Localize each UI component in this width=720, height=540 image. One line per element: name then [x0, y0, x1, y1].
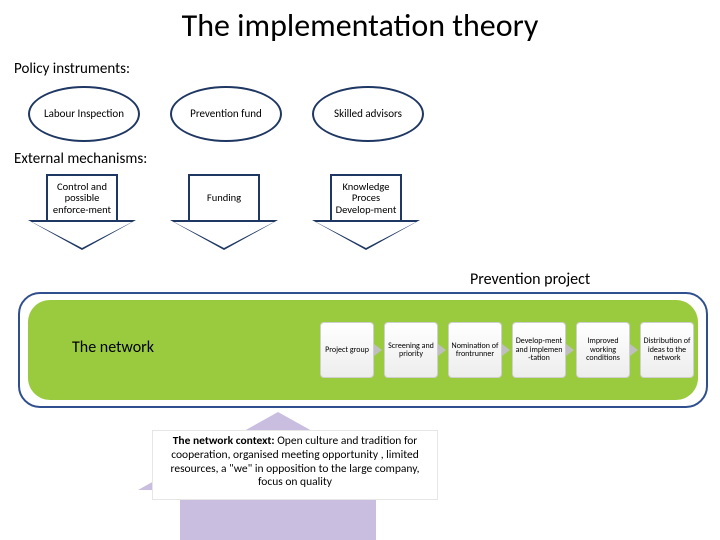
- step-chevron-4: [566, 344, 576, 356]
- mechanism-arrow-2: Knowledge Proces Develop-ment: [312, 174, 420, 252]
- step-box-3: Develop-ment and implemen -tation: [512, 322, 566, 378]
- step-chevron-5: [630, 344, 640, 356]
- mechanism-arrow-label-1: Funding: [188, 174, 260, 220]
- policy-ellipse-1: Prevention fund: [170, 86, 282, 142]
- step-box-1: Screening and priority: [384, 322, 438, 378]
- policy-ellipse-0: Labour Inspection: [28, 86, 140, 142]
- step-chevron-3: [502, 344, 512, 356]
- mechanism-arrow-0: Control and possible enforce-ment: [28, 174, 136, 252]
- steps-row: Project groupScreening and priorityNomin…: [320, 322, 694, 378]
- step-box-2: Nomination of frontrunner: [448, 322, 502, 378]
- mechanism-arrow-1: Funding: [170, 174, 278, 252]
- mechanism-arrow-label-0: Control and possible enforce-ment: [46, 174, 118, 220]
- policy-ellipse-2: Skilled advisors: [312, 86, 424, 142]
- step-chevron-2: [438, 344, 448, 356]
- network-label: The network: [72, 338, 154, 357]
- step-box-5: Distribution of ideas to the network: [640, 322, 694, 378]
- step-box-4: Improved working conditions: [576, 322, 630, 378]
- step-chevron-1: [374, 344, 384, 356]
- prevention-project-label: Prevention project: [470, 270, 590, 289]
- page-title: The implementation theory: [0, 6, 720, 45]
- context-caption: The network context: Open culture and tr…: [152, 430, 438, 500]
- section-policy-label: Policy instruments:: [14, 60, 130, 78]
- step-box-0: Project group: [320, 322, 374, 378]
- mechanism-arrow-label-2: Knowledge Proces Develop-ment: [330, 174, 402, 220]
- context-caption-bold: The network context:: [173, 434, 275, 448]
- section-external-label: External mechanisms:: [14, 150, 147, 168]
